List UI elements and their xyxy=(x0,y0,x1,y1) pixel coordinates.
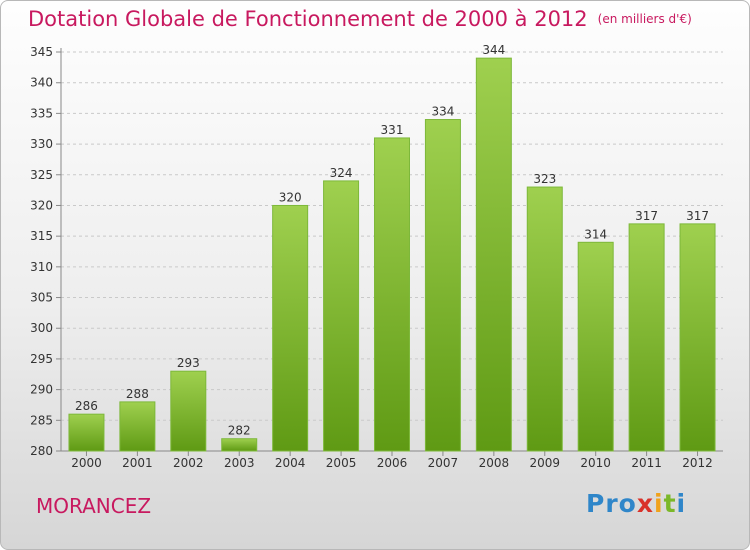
bar-2003 xyxy=(221,438,258,452)
x-tick-label: 2006 xyxy=(377,456,408,470)
x-tick-label: 2001 xyxy=(122,456,153,470)
value-label: 324 xyxy=(330,166,353,180)
y-tick-label: 280 xyxy=(30,444,53,458)
y-tick-label: 305 xyxy=(30,291,53,305)
x-tick-label: 2004 xyxy=(275,456,306,470)
y-tick-label: 325 xyxy=(30,168,53,182)
bar-2010 xyxy=(577,241,614,452)
bars xyxy=(68,57,716,452)
x-tick-label: 2005 xyxy=(326,456,357,470)
value-label: 317 xyxy=(635,209,658,223)
proxiti-logo: Proxiti xyxy=(586,489,686,518)
value-label: 317 xyxy=(686,209,709,223)
x-tick-label: 2007 xyxy=(428,456,459,470)
bar-2012 xyxy=(679,223,716,452)
logo-letter: x xyxy=(636,489,654,518)
bar-2004 xyxy=(272,204,309,452)
value-label: 314 xyxy=(584,227,607,241)
logo-letter: P xyxy=(586,489,606,518)
y-tick-label: 315 xyxy=(30,229,53,243)
labels: 280 285 290 295 300 305 310 315 320 325 330 335 340 3… xyxy=(30,43,713,470)
bar-2005 xyxy=(323,180,360,452)
value-label: 331 xyxy=(381,123,404,137)
bar-2009 xyxy=(526,186,563,452)
y-tick-label: 335 xyxy=(30,106,53,120)
x-tick-label: 2003 xyxy=(224,456,255,470)
y-tick-label: 320 xyxy=(30,198,53,212)
value-label: 288 xyxy=(126,387,149,401)
bar-2001 xyxy=(119,401,156,452)
commune-name: MORANCEZ xyxy=(36,494,152,518)
bar-2000 xyxy=(68,413,105,452)
logo-letter: i xyxy=(676,489,687,518)
y-tick-label: 345 xyxy=(30,45,53,59)
logo-letter: i xyxy=(654,489,664,518)
bar-2002 xyxy=(170,370,207,452)
logo-letter: t xyxy=(663,489,677,518)
value-label: 282 xyxy=(228,424,251,438)
x-tick-label: 2010 xyxy=(580,456,611,470)
y-tick-label: 290 xyxy=(30,383,53,397)
y-tick-label: 295 xyxy=(30,352,53,366)
bar-2008 xyxy=(475,57,512,452)
logo-letter: o xyxy=(618,489,637,518)
y-tick-label: 310 xyxy=(30,260,53,274)
x-tick-label: 2012 xyxy=(682,456,713,470)
chart-subtitle: (en milliers d'€) xyxy=(597,12,692,26)
chart-title-text: Dotation Globale de Fonctionnement de 20… xyxy=(28,7,588,31)
value-label: 286 xyxy=(75,399,98,413)
value-label: 334 xyxy=(431,105,454,119)
value-label: 323 xyxy=(533,172,556,186)
bar-2007 xyxy=(424,119,461,452)
x-tick-label: 2009 xyxy=(529,456,560,470)
logo-letter: r xyxy=(605,489,619,518)
chart-title: Dotation Globale de Fonctionnement de 20… xyxy=(28,7,692,31)
value-label: 344 xyxy=(482,43,505,57)
x-tick-label: 2002 xyxy=(173,456,204,470)
x-tick-label: 2008 xyxy=(479,456,510,470)
x-tick-label: 2011 xyxy=(631,456,662,470)
y-tick-label: 340 xyxy=(30,76,53,90)
bar-2011 xyxy=(628,223,665,452)
x-tick-label: 2000 xyxy=(71,456,102,470)
y-tick-label: 330 xyxy=(30,137,53,151)
y-tick-label: 300 xyxy=(30,321,53,335)
value-label: 293 xyxy=(177,356,200,370)
y-tick-label: 285 xyxy=(30,413,53,427)
bar-2006 xyxy=(374,137,410,452)
value-label: 320 xyxy=(279,190,302,204)
